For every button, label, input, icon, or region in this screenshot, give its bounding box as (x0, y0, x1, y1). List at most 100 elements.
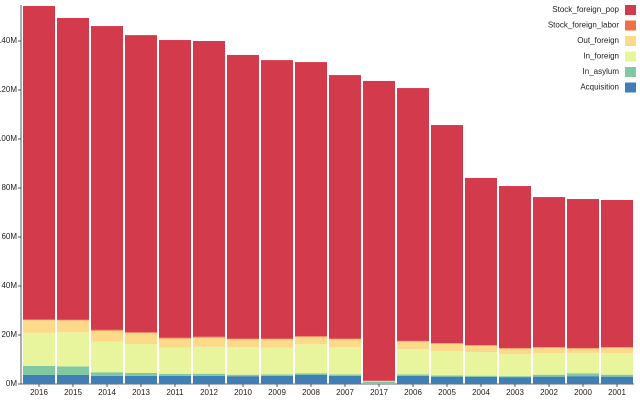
x-tick-label: 2003 (506, 388, 524, 397)
x-tick-label: 2007 (336, 388, 354, 397)
x-tick-label: 2008 (302, 388, 320, 397)
bar-segment (91, 341, 123, 373)
bar-segment (159, 373, 191, 376)
bar-segment (533, 353, 565, 375)
legend-swatch (625, 82, 636, 93)
bar-segment (57, 374, 89, 384)
legend-label: Stock_foreign_pop (552, 5, 619, 14)
bar-segment (91, 26, 123, 330)
bar-segment (431, 350, 463, 376)
bar-segment (329, 339, 361, 348)
legend-swatch (625, 20, 636, 31)
bar-segment (363, 381, 395, 384)
bar-segment (499, 377, 531, 384)
bar-segment (159, 347, 191, 374)
legend-swatch (625, 51, 636, 62)
bar-segment (23, 365, 55, 375)
bar-segment (465, 177, 497, 346)
bar-segment (567, 199, 599, 348)
bar-segment (329, 375, 361, 384)
legend-swatch (625, 5, 636, 15)
bar-segment (57, 319, 89, 321)
bar-segment (499, 376, 531, 378)
bar-segment (91, 375, 123, 384)
bar-segment (193, 337, 225, 347)
bar-segment (397, 374, 429, 376)
bar-segment (329, 374, 361, 376)
legend-label: Acquisition (580, 83, 619, 92)
bar-segment (295, 336, 327, 345)
bar-segment (261, 347, 293, 375)
bar-segment (193, 373, 225, 376)
bar-segment (23, 332, 55, 366)
bar-segment (295, 374, 327, 384)
bar-segment (601, 376, 633, 384)
bar-segment (227, 376, 259, 384)
bar-segment (125, 372, 157, 376)
legend-swatch (625, 36, 636, 46)
x-tick-label: 2009 (268, 388, 286, 397)
legend-label: Stock_foreign_labor (548, 21, 619, 30)
bar-segment (261, 339, 293, 348)
bar-segment (23, 320, 55, 333)
y-tick-label: 120M (0, 85, 17, 94)
bar-segment (227, 347, 259, 375)
x-tick-label: 2005 (438, 388, 456, 397)
bar-segment (227, 339, 259, 348)
y-tick-label: 0M (6, 379, 17, 388)
bar-segment (499, 354, 531, 377)
bar-segment (227, 374, 259, 377)
bar-segment (601, 374, 633, 377)
bar-segment (295, 344, 327, 374)
bar-segment (397, 375, 429, 384)
bar-segment (57, 17, 89, 320)
y-tick-label: 60M (1, 232, 17, 241)
bar-segment (431, 376, 463, 384)
x-tick-label: 2012 (200, 388, 218, 397)
legend-label: Out_foreign (577, 36, 619, 45)
bar-segment (397, 341, 429, 350)
bar-segment (533, 374, 565, 377)
bar-segment (23, 319, 55, 321)
bar-segment (91, 330, 123, 342)
bar-segment (431, 343, 463, 351)
y-tick-label: 100M (0, 134, 17, 143)
bar-segment (499, 348, 531, 355)
bar-segment (159, 375, 191, 384)
bar-segment (465, 376, 497, 384)
bar-segment (57, 366, 89, 375)
bar-segment (193, 41, 225, 337)
bar-segment (57, 320, 89, 333)
bar-segment (227, 338, 259, 340)
bar-segment (533, 347, 565, 354)
bar-segment (601, 353, 633, 375)
bar-segment (91, 329, 123, 331)
bar-segment (431, 125, 463, 344)
x-tick-label: 2016 (30, 388, 48, 397)
x-tick-label: 2004 (472, 388, 490, 397)
bar-segment (295, 373, 327, 375)
bar-segment (465, 345, 497, 353)
y-tick-label: 80M (1, 183, 17, 192)
legend-label: In_foreign (583, 52, 619, 61)
bar-segment (397, 88, 429, 341)
bar-segment (125, 332, 157, 333)
bar-segment (329, 75, 361, 339)
bar-segment (295, 335, 327, 337)
bar-segment (567, 376, 599, 384)
x-tick-label: 2015 (64, 388, 82, 397)
bar-segment (23, 374, 55, 384)
bar-segment (193, 346, 225, 374)
bar-segment (159, 338, 191, 348)
x-tick-label: 2017 (370, 388, 388, 397)
bar-segment (125, 375, 157, 384)
bar-segment (601, 200, 633, 348)
bar-segment (363, 380, 395, 382)
bar-segment (431, 375, 463, 377)
bar-segment (295, 62, 327, 336)
bar-segment (533, 376, 565, 384)
bar-segment (261, 375, 293, 384)
bar-segment (91, 372, 123, 376)
x-tick-label: 2013 (132, 388, 150, 397)
